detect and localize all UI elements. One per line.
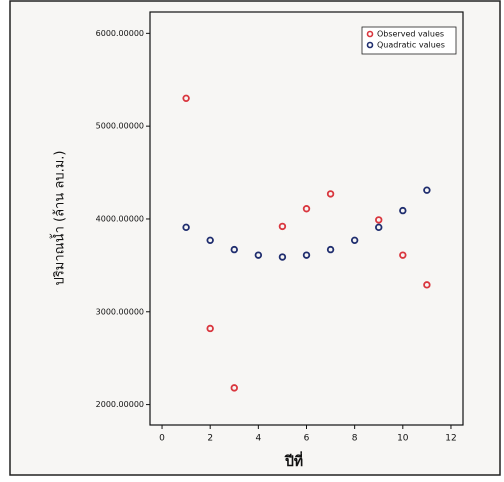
x-tick-label: 2 (207, 434, 213, 444)
point (206, 324, 214, 333)
point (278, 222, 287, 231)
x-tick-label: 4 (255, 434, 261, 444)
point (230, 245, 238, 254)
y-tick-label: 4000.00000 (96, 214, 144, 223)
x-tick-label: 12 (445, 434, 456, 444)
point (254, 251, 263, 259)
point (302, 205, 311, 213)
x-tick-label: 0 (159, 434, 165, 444)
y-tick-label: 5000.00000 (96, 122, 144, 131)
legend-box (361, 26, 457, 55)
point (375, 223, 383, 232)
x-tick-label: 8 (352, 434, 358, 444)
point (350, 236, 359, 245)
point (399, 206, 407, 215)
legend-marker (366, 30, 374, 38)
legend-label: Observed values (377, 30, 444, 39)
y-tick-label: 2000.00000 (96, 400, 144, 409)
point (302, 251, 311, 259)
y-tick-label: 3000.00000 (96, 307, 144, 316)
point (399, 251, 407, 259)
point (182, 223, 190, 232)
x-tick-label: 10 (397, 434, 409, 444)
point (423, 186, 431, 194)
point (326, 245, 335, 254)
point (182, 94, 190, 103)
y-axis-label: ปริมาณน้ำ (ล้าน ลบ.ม.) (50, 151, 68, 286)
outer-frame (9, 0, 501, 476)
x-tick-label: 6 (304, 434, 310, 444)
legend-label: Quadratic values (377, 41, 445, 50)
y-tick-label: 6000.00000 (96, 29, 144, 38)
point (206, 236, 214, 245)
point (375, 216, 383, 224)
point (423, 281, 431, 289)
point (278, 253, 287, 261)
x-axis-label: ปีที่ (283, 451, 303, 470)
point (326, 190, 335, 198)
point (230, 384, 238, 392)
legend-marker (366, 41, 374, 49)
